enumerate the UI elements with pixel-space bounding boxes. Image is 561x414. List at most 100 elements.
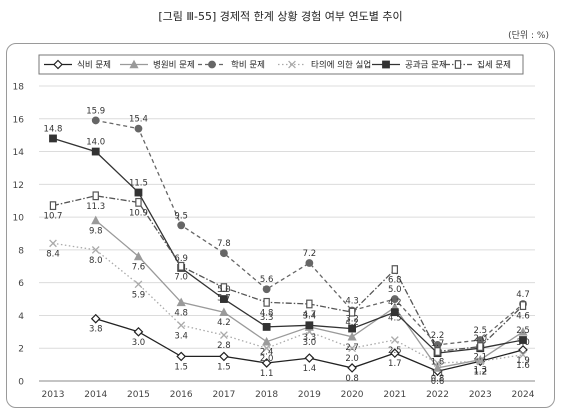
data-label: 1.5 — [217, 362, 231, 372]
marker-x — [348, 344, 356, 353]
marker-square — [348, 324, 356, 333]
marker-triangle — [91, 215, 101, 225]
data-label: 8.4 — [46, 249, 60, 259]
data-label: 11.5 — [129, 179, 148, 189]
marker-square-open — [92, 191, 99, 201]
legend-item: 공과금 문제 — [372, 60, 447, 71]
data-label: 8.0 — [89, 256, 103, 266]
marker-square — [305, 321, 314, 330]
legend-label: 집세 문제 — [477, 60, 511, 71]
marker-diamond — [90, 313, 101, 324]
data-label: 1.1 — [431, 369, 445, 379]
marker-x — [476, 357, 485, 366]
marker-diamond — [389, 348, 400, 358]
data-label: 15.4 — [129, 115, 148, 125]
data-label: 2.8 — [217, 341, 231, 351]
marker-triangle — [262, 336, 272, 346]
data-label: 10.9 — [129, 208, 148, 218]
data-label: 5.7 — [217, 294, 231, 304]
marker-x — [288, 60, 296, 69]
data-label: 2.0 — [345, 354, 359, 364]
x-tick-label: 2018 — [255, 390, 278, 400]
legend-item: 식비 문제 — [44, 59, 111, 71]
data-label: 4.2 — [345, 318, 359, 328]
data-label: 0.6 — [431, 377, 445, 387]
gridlines — [39, 85, 535, 382]
legend-label: 공과금 문제 — [405, 61, 447, 71]
marker-square — [382, 60, 390, 69]
data-label: 4.8 — [260, 308, 274, 318]
marker-square-open — [263, 297, 270, 307]
x-tick-label: 2020 — [341, 390, 364, 400]
data-label: 3.0 — [303, 338, 317, 348]
data-label: 9.8 — [89, 226, 103, 236]
data-label: 1.8 — [431, 358, 445, 368]
marker-x — [91, 246, 100, 254]
x-tick-label: 2024 — [512, 390, 535, 400]
data-label: 3.4 — [174, 331, 188, 341]
marker-x — [305, 327, 314, 336]
data-label: 7.8 — [217, 239, 231, 249]
data-label: 3.3 — [260, 313, 274, 323]
data-label: 4.3 — [345, 297, 359, 307]
marker-square-open — [49, 201, 57, 211]
data-label: 1.2 — [474, 367, 488, 377]
x-tick-label: 2015 — [127, 390, 150, 400]
marker-circle — [208, 60, 216, 69]
x-tick-label: 2023 — [469, 390, 492, 400]
data-label: 3.0 — [516, 338, 530, 348]
legend-box — [38, 54, 524, 75]
marker-square-open — [135, 197, 142, 207]
data-label: 1.4 — [303, 364, 317, 374]
marker-square — [220, 295, 228, 303]
data-label: 6.9 — [174, 254, 188, 264]
data-label: 4.5 — [388, 313, 402, 323]
data-label: 3.0 — [132, 338, 146, 348]
data-label: 1.7 — [431, 339, 445, 349]
y-tick-label: 6 — [18, 279, 24, 289]
legend-item: 학비 문제 — [198, 60, 265, 71]
unit-label: (단위 : %) — [508, 31, 549, 41]
x-tick-label: 2016 — [170, 390, 193, 400]
data-label: 2.1 — [474, 353, 488, 363]
marker-triangle — [432, 363, 443, 372]
series-line — [52, 242, 524, 364]
marker-diamond — [219, 351, 229, 362]
marker-x — [262, 344, 271, 353]
legend-item: 타의에 의한 실업 — [278, 60, 371, 71]
data-label: 4.8 — [174, 308, 188, 318]
marker-triangle — [347, 332, 357, 341]
data-label: 2.5 — [388, 346, 402, 356]
y-tick-label: 4 — [18, 312, 24, 322]
marker-square-open — [519, 301, 527, 311]
marker-square — [390, 308, 399, 317]
data-label: 4.7 — [516, 290, 530, 300]
marker-square-open — [434, 347, 441, 356]
marker-square — [49, 134, 57, 143]
marker-x — [177, 321, 186, 330]
marker-circle — [177, 221, 186, 230]
data-labels: 3.8 3.0 1.5 1.5 1.1 1.4 0.8 1.7 0.6 1.2 1.9 9.8 7.6 4… — [44, 106, 530, 387]
data-label: 1.6 — [516, 361, 530, 371]
marker-diamond — [53, 59, 63, 70]
series-공과금-문제 — [49, 134, 527, 358]
legend-label: 식비 문제 — [77, 61, 111, 71]
legend-label: 타의에 의한 실업 — [311, 60, 371, 71]
marker-square — [91, 147, 100, 156]
marker-x — [134, 280, 143, 289]
data-label: 1.9 — [516, 356, 530, 366]
data-label: 0.8 — [345, 374, 359, 384]
marker-square — [519, 336, 527, 344]
y-tick-label: 0 — [18, 378, 24, 388]
data-label: 3.2 — [345, 315, 359, 325]
marker-diamond — [133, 326, 144, 337]
data-label: 1.5 — [174, 362, 188, 372]
data-label: 5.9 — [132, 290, 146, 300]
figure-title: [그림 Ⅲ-55] 경제적 한계 상황 경험 여부 연도별 추이 — [158, 10, 403, 23]
x-tick-label: 2022 — [426, 390, 449, 400]
marker-triangle — [176, 297, 186, 307]
data-label: 5.6 — [260, 275, 274, 285]
data-label: 14.8 — [44, 124, 63, 134]
series-line — [52, 137, 524, 354]
series-line — [52, 195, 524, 353]
